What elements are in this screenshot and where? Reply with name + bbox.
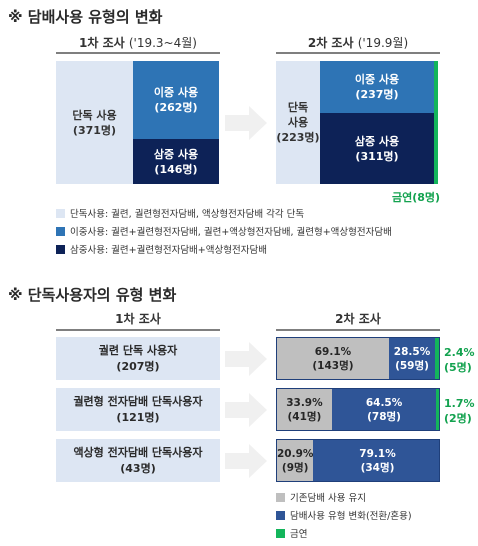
row1-bar: 69.1% (143명) 28.5% (59명) <box>276 337 440 380</box>
legend2-item-quit: 금연 <box>276 526 307 540</box>
row2-category-name: 궐련형 전자담배 단독사용자 <box>73 394 203 408</box>
row3-category-name: 액상형 전자담배 단독사용자 <box>73 445 203 459</box>
section1-title: ※ 담배사용 유형의 변화 <box>8 8 163 26</box>
row2-quit-label: 1.7% (2명) <box>444 397 475 425</box>
arrow-right-icon <box>225 106 267 140</box>
legend-text: 기존담배 사용 유지 <box>290 493 366 504</box>
row3-category-count: (43명) <box>120 461 156 475</box>
row1-quit-segment <box>435 338 439 379</box>
row1-maintain-segment: 69.1% (143명) <box>277 338 389 379</box>
legend1-item-single: 단독사용: 궐련, 궐련형전자담배, 액상형전자담배 각각 단독 <box>56 206 304 220</box>
survey1-rule <box>56 52 220 54</box>
row1-change-segment: 28.5% (59명) <box>388 338 436 379</box>
section2-col2-header: 2차 조사 <box>335 312 381 326</box>
legend-swatch <box>56 244 65 254</box>
survey1-header: 1차 조사 ('19.3~4월) <box>56 34 220 51</box>
row3-bar: 20.9% (9명) 79.1% (34명) <box>276 439 440 482</box>
survey2-dual-use: 이중 사용 (237명) <box>320 61 434 113</box>
section2-col1-header: 1차 조사 <box>115 312 161 326</box>
row1-category: 궐련 단독 사용자 (207명) <box>56 337 220 380</box>
quit-label: 금연(8명) <box>392 191 441 204</box>
legend-text: 금연 <box>290 529 308 540</box>
row2-quit-segment <box>436 389 439 430</box>
survey1-triple-use: 삼중 사용 (146명) <box>133 139 219 184</box>
row1-category-count: (207명) <box>116 359 160 373</box>
arrow-right-icon <box>225 444 267 478</box>
legend-text: 단독사용: 궐련, 궐련형전자담배, 액상형전자담배 각각 단독 <box>70 209 305 220</box>
row1-category-name: 궐련 단독 사용자 <box>98 343 178 357</box>
section2-col1-rule <box>56 329 220 331</box>
legend2-item-maintain: 기존담배 사용 유지 <box>276 490 366 504</box>
arrow-right-icon <box>225 393 267 427</box>
row2-bar: 33.9% (41명) 64.5% (78명) <box>276 388 440 431</box>
row3-change-segment: 79.1% (34명) <box>313 440 439 481</box>
survey1-period: ('19.3~4월) <box>128 36 197 50</box>
row1-quit-label: 2.4% (5명) <box>444 346 475 374</box>
legend-swatch <box>276 528 285 538</box>
survey1-dual-use: 이중 사용 (262명) <box>133 61 219 139</box>
arrow-right-icon <box>225 342 267 376</box>
legend-swatch <box>276 492 285 502</box>
legend1-item-dual: 이중사용: 궐련+궐련형전자담배, 궐련+액상형전자담배, 궐련형+액상형전자담… <box>56 224 392 238</box>
survey1-label: 1차 조사 <box>79 36 125 50</box>
row2-category-count: (121명) <box>116 410 160 424</box>
row2-maintain-segment: 33.9% (41명) <box>277 389 332 430</box>
legend-text: 담배사용 유형 변화(전환/혼용) <box>290 511 412 522</box>
legend-swatch <box>56 226 65 236</box>
section2-col2-rule <box>276 329 440 331</box>
survey2-rule <box>276 52 440 54</box>
legend-swatch <box>276 510 285 520</box>
legend2-item-change: 담배사용 유형 변화(전환/혼용) <box>276 508 412 522</box>
survey2-single-use: 단독 사용 (223명) <box>276 61 320 184</box>
survey1-single-use: 단독 사용 (371명) <box>56 61 133 184</box>
legend1-item-triple: 삼중사용: 궐련+궐련형전자담배+액상형전자담배 <box>56 242 267 256</box>
survey2-period: ('19.9월) <box>357 36 409 50</box>
row3-maintain-segment: 20.9% (9명) <box>277 440 314 481</box>
survey2-triple-use: 삼중 사용 (311명) <box>320 113 434 184</box>
survey2-header: 2차 조사 ('19.9월) <box>276 34 440 51</box>
survey2-quit-bar <box>434 61 438 184</box>
row3-category: 액상형 전자담배 단독사용자 (43명) <box>56 439 220 482</box>
legend-text: 삼중사용: 궐련+궐련형전자담배+액상형전자담배 <box>70 245 267 256</box>
row2-change-segment: 64.5% (78명) <box>331 389 437 430</box>
row2-category: 궐련형 전자담배 단독사용자 (121명) <box>56 388 220 431</box>
survey2-label: 2차 조사 <box>307 36 354 50</box>
legend-swatch <box>56 208 65 218</box>
section2-title: ※ 단독사용자의 유형 변화 <box>8 286 177 304</box>
legend-text: 이중사용: 궐련+궐련형전자담배, 궐련+액상형전자담배, 궐련형+액상형전자담… <box>70 227 392 238</box>
